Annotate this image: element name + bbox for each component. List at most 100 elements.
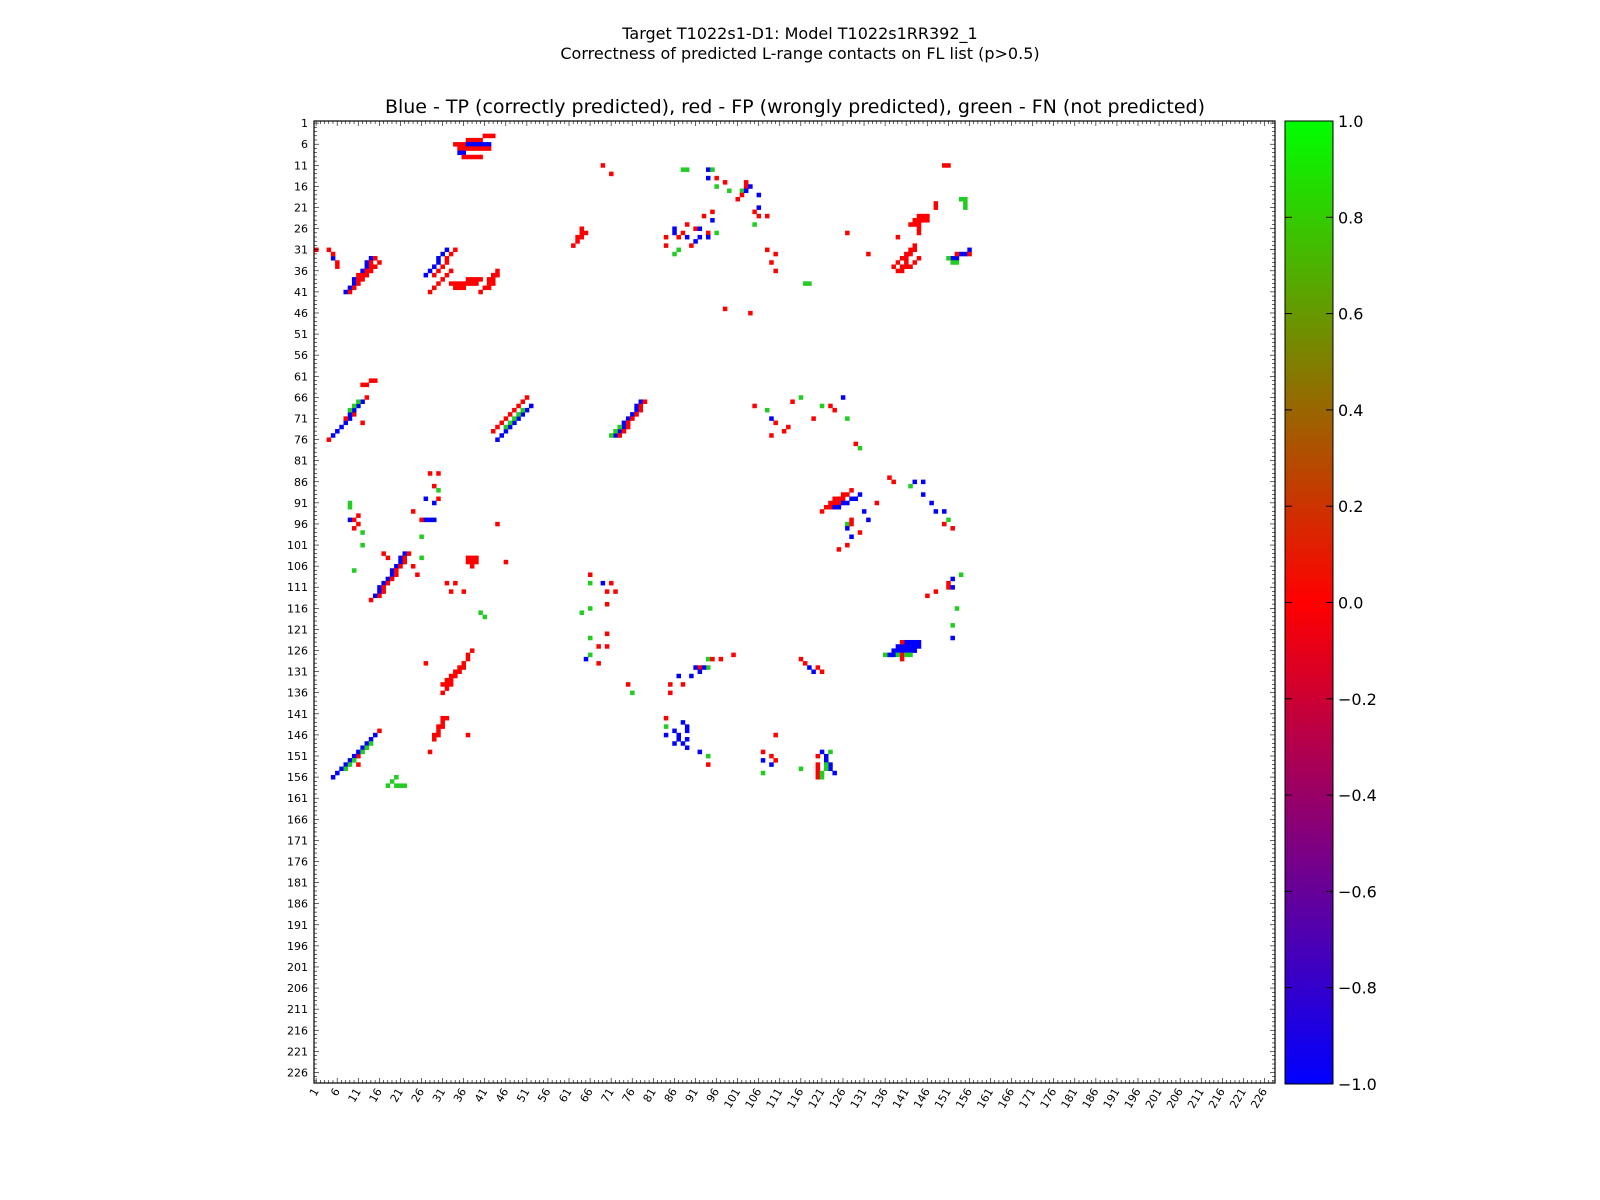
- contact-fn: [343, 766, 349, 772]
- contact-tp: [621, 420, 627, 426]
- contact-fp: [356, 521, 361, 527]
- contact-fp: [625, 420, 631, 426]
- contact-fp: [368, 264, 374, 269]
- contact-fp: [351, 285, 357, 291]
- contact-fp: [474, 137, 479, 143]
- contact-fp: [680, 682, 686, 687]
- contact-fp: [916, 226, 922, 231]
- contact-tp: [710, 218, 715, 223]
- contact-fp: [410, 564, 416, 569]
- contact-tp: [347, 412, 353, 417]
- y-tick-label: 11: [294, 159, 308, 172]
- y-tick-label: 56: [294, 349, 308, 362]
- contact-fp: [912, 243, 918, 248]
- contact-fp: [845, 542, 850, 548]
- contact-tp: [929, 500, 934, 506]
- contact-tp: [908, 648, 913, 653]
- contact-fp: [739, 192, 745, 198]
- contact-fp: [436, 268, 441, 274]
- contact-tp: [343, 762, 349, 767]
- contact-fp: [465, 281, 471, 286]
- contact-tp: [440, 251, 445, 257]
- contact-fn: [347, 500, 353, 506]
- contact-fp: [714, 175, 719, 181]
- contact-fp: [368, 268, 374, 274]
- contact-tp: [676, 737, 681, 742]
- y-tick-label: 171: [287, 834, 308, 847]
- x-tick-label: 111: [764, 1086, 786, 1111]
- contact-tp: [908, 644, 913, 649]
- contact-tp: [920, 479, 926, 485]
- contact-fp: [482, 146, 488, 151]
- contact-fp: [904, 260, 909, 265]
- contact-fp: [735, 196, 740, 202]
- contact-fp: [398, 564, 403, 569]
- contact-fp: [469, 281, 475, 286]
- contact-fn: [613, 429, 618, 434]
- contact-fp: [377, 260, 382, 265]
- contact-fp: [908, 222, 913, 227]
- contact-fn: [950, 623, 955, 628]
- contact-fp: [866, 251, 871, 257]
- colorbar-tick-label: 0.4: [1338, 401, 1363, 420]
- contact-tp: [824, 758, 829, 763]
- contact-fp: [916, 213, 922, 219]
- contact-tp: [351, 753, 357, 759]
- contact-fp: [760, 749, 766, 755]
- contact-fp: [385, 555, 391, 561]
- contact-fp: [912, 260, 918, 265]
- contact-fp: [461, 285, 467, 291]
- x-tick-label: 86: [662, 1086, 680, 1105]
- contact-tp: [684, 728, 690, 734]
- contact-fp: [819, 669, 825, 675]
- contact-fp: [912, 247, 918, 253]
- contact-fp: [899, 256, 905, 261]
- contact-tp: [899, 644, 905, 649]
- contact-tp: [697, 669, 703, 675]
- x-tick-label: 121: [806, 1086, 828, 1111]
- contact-fp: [663, 715, 669, 721]
- contact-fp: [389, 576, 395, 582]
- x-tick-label: 91: [683, 1086, 701, 1105]
- contact-tp: [756, 192, 762, 198]
- contact-fp: [448, 673, 454, 679]
- contact-tp: [828, 766, 833, 772]
- contact-tp: [335, 770, 340, 776]
- contact-fp: [904, 264, 909, 269]
- contact-fp: [491, 133, 496, 139]
- contact-fp: [853, 441, 859, 447]
- contact-fn: [419, 534, 424, 540]
- contact-fp: [684, 222, 690, 227]
- y-tick-label: 121: [287, 623, 308, 636]
- contact-fn: [347, 504, 353, 510]
- contact-fp: [448, 589, 454, 594]
- contact-fp: [448, 268, 454, 274]
- contact-tp: [933, 509, 939, 514]
- contact-tp: [381, 580, 386, 586]
- contact-fp: [444, 715, 450, 721]
- contact-fp: [373, 256, 378, 261]
- contact-fp: [832, 500, 837, 506]
- contact-tp: [457, 150, 462, 156]
- y-tick-label: 101: [287, 539, 308, 552]
- x-tick-label: 81: [641, 1086, 659, 1105]
- y-tick-label: 71: [294, 412, 308, 425]
- x-tick-label: 96: [704, 1086, 722, 1105]
- contact-fp: [756, 213, 762, 219]
- contact-fp: [731, 652, 736, 658]
- contact-tp: [461, 150, 467, 156]
- contact-fn: [845, 521, 850, 527]
- contact-fp: [828, 500, 833, 506]
- contact-fp: [604, 589, 610, 594]
- y-tick-label: 141: [287, 708, 308, 721]
- contact-fn: [946, 256, 951, 261]
- contact-fp: [718, 656, 724, 662]
- contact-fp: [474, 555, 479, 561]
- contact-fp: [916, 230, 922, 236]
- y-tick-label: 31: [294, 244, 308, 257]
- contact-fp: [444, 686, 450, 691]
- contact-tp: [385, 576, 391, 582]
- contact-fp: [634, 412, 639, 417]
- contact-fp: [482, 285, 488, 291]
- contact-tp: [330, 433, 336, 438]
